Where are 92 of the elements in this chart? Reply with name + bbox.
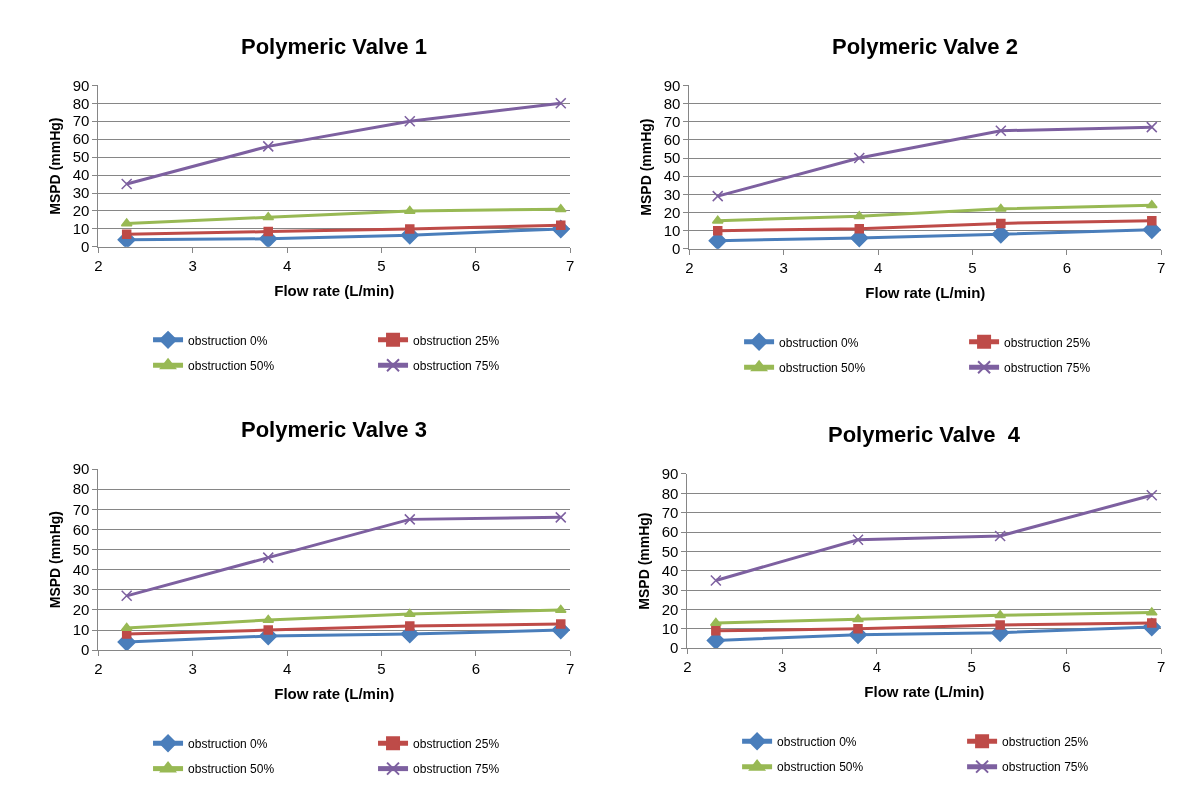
x-tick-label: 2	[94, 256, 103, 274]
chart-title: Polymeric Valve 1	[241, 34, 427, 59]
y-tick-label: 80	[663, 94, 681, 112]
y-tick-label: 10	[72, 621, 90, 639]
y-tick-label: 60	[661, 523, 679, 541]
legend-label: obstruction 25%	[1002, 734, 1089, 749]
y-tick-label: 70	[72, 500, 90, 518]
y-tick-label: 30	[72, 581, 90, 599]
x-axis-title: Flow rate (L/min)	[274, 685, 395, 703]
y-tick-label: 30	[661, 581, 679, 599]
x-tick-label: 7	[1157, 258, 1166, 276]
legend-label: obstruction 75%	[413, 762, 500, 777]
legend-label: obstruction 75%	[1002, 760, 1089, 775]
x-tick-label: 6	[471, 660, 481, 678]
x-tick-label: 3	[188, 256, 197, 274]
y-tick-label: 20	[72, 601, 90, 619]
y-tick-label: 0	[81, 641, 90, 659]
y-tick-label: 40	[663, 167, 681, 185]
y-tick-label: 60	[72, 130, 90, 148]
x-tick-label: 6	[1062, 658, 1071, 676]
legend-label: obstruction 50%	[779, 360, 866, 375]
x-tick-label: 6	[471, 256, 481, 274]
y-axis-title: MSPD (mmHg)	[47, 117, 64, 215]
y-tick-label: 40	[661, 562, 679, 580]
y-tick-label: 40	[72, 166, 90, 184]
y-tick-label: 30	[663, 185, 681, 203]
x-tick-label: 2	[685, 258, 694, 276]
legend-label: obstruction 50%	[188, 358, 275, 373]
x-tick-label: 2	[94, 660, 103, 678]
y-tick-label: 80	[72, 480, 90, 498]
legend-label: obstruction 25%	[413, 736, 500, 751]
y-tick-label: 30	[72, 184, 90, 202]
chart-title: Polymeric Valve 2	[832, 34, 1018, 59]
x-tick-label: 4	[282, 660, 292, 678]
y-tick-label: 20	[661, 600, 679, 618]
legend-label: obstruction 50%	[777, 760, 864, 775]
y-tick-label: 90	[72, 460, 90, 478]
y-tick-label: 0	[672, 240, 681, 258]
y-tick-label: 0	[670, 639, 679, 657]
y-tick-label: 0	[81, 238, 90, 256]
y-tick-label: 70	[663, 112, 681, 130]
x-tick-label: 7	[566, 256, 575, 274]
x-tick-label: 5	[377, 256, 386, 274]
x-tick-label: 4	[282, 256, 292, 274]
y-tick-label: 70	[72, 112, 90, 130]
x-axis-title: Flow rate (L/min)	[865, 283, 986, 301]
y-tick-label: 80	[72, 94, 90, 112]
y-axis-title: MSPD (mmHg)	[638, 118, 655, 216]
y-tick-label: 90	[663, 76, 681, 94]
y-tick-label: 10	[72, 220, 90, 238]
chart-title: Polymeric Valve 3	[241, 417, 427, 442]
x-tick-label: 7	[1157, 658, 1166, 676]
y-tick-label: 70	[661, 503, 679, 521]
y-tick-label: 60	[663, 131, 681, 149]
y-tick-label: 90	[661, 465, 679, 483]
x-tick-label: 4	[873, 258, 883, 276]
y-tick-label: 40	[72, 560, 90, 578]
y-tick-label: 20	[72, 202, 90, 220]
x-axis-title: Flow rate (L/min)	[864, 683, 985, 701]
y-tick-label: 80	[661, 484, 679, 502]
x-tick-label: 3	[778, 658, 787, 676]
legend-label: obstruction 25%	[413, 333, 500, 348]
y-tick-label: 50	[663, 149, 681, 167]
y-tick-label: 90	[72, 76, 90, 94]
legend-label: obstruction 0%	[777, 734, 857, 749]
x-tick-label: 7	[566, 660, 575, 678]
y-tick-label: 10	[661, 620, 679, 638]
y-tick-label: 50	[72, 148, 90, 166]
x-tick-label: 5	[968, 258, 977, 276]
y-tick-label: 50	[661, 542, 679, 560]
y-tick-label: 60	[72, 520, 90, 538]
legend-label: obstruction 75%	[413, 358, 500, 373]
x-tick-label: 3	[188, 660, 197, 678]
y-tick-label: 20	[663, 203, 681, 221]
legend-label: obstruction 0%	[779, 335, 859, 350]
x-tick-label: 3	[779, 258, 788, 276]
x-tick-label: 2	[683, 658, 692, 676]
x-tick-label: 5	[967, 658, 976, 676]
y-tick-label: 50	[72, 540, 90, 558]
x-tick-label: 4	[872, 658, 882, 676]
legend-label: obstruction 25%	[1004, 335, 1091, 350]
legend-label: obstruction 0%	[188, 736, 268, 751]
legend-label: obstruction 75%	[1004, 360, 1091, 375]
x-tick-label: 6	[1062, 258, 1072, 276]
x-axis-title: Flow rate (L/min)	[274, 281, 395, 299]
chart-title: Polymeric Valve 4	[828, 422, 1021, 447]
legend-label: obstruction 50%	[188, 762, 275, 777]
y-axis-title: MSPD (mmHg)	[47, 511, 64, 609]
x-tick-label: 5	[377, 660, 386, 678]
y-axis-title: MSPD (mmHg)	[636, 512, 653, 610]
legend-label: obstruction 0%	[188, 333, 268, 348]
y-tick-label: 10	[663, 221, 681, 239]
